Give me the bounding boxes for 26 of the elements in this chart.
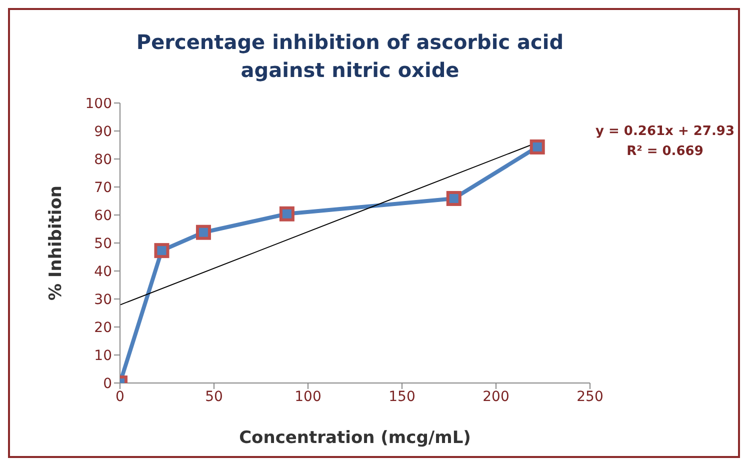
point [530, 139, 545, 154]
point [196, 224, 211, 240]
y-tick-label: 20 [94, 320, 112, 336]
y-tick-label: 30 [94, 292, 112, 308]
point [279, 206, 294, 222]
text: y = 0.261x + 27.93 [594, 123, 736, 141]
x-tick-label: 0 [116, 388, 124, 405]
x-tick-label: 50 [205, 388, 223, 405]
x-tick-label: 250 [576, 388, 604, 405]
chart-title: Percentage inhibition of ascorbic acid against nitric oxide [135, 29, 565, 84]
x-axis-title: Concentration (mcg/mL) [239, 428, 471, 448]
y-tick-label: 90 [94, 124, 112, 140]
y-tick-label: 40 [94, 264, 112, 280]
y-axis-title: % Inhibition [46, 185, 66, 301]
y-tick-label: 70 [94, 180, 112, 196]
x-tick-label: 100 [294, 388, 322, 405]
x-tick-label: 200 [482, 388, 510, 405]
y-tick-label: 80 [94, 152, 112, 168]
y-tick-label: 60 [94, 208, 112, 224]
point [446, 190, 462, 206]
text: R² = 0.669 [626, 143, 704, 161]
y-tick-label: 10 [94, 348, 112, 364]
x-tick-label: 150 [388, 388, 416, 405]
y-tick-label: 0 [103, 376, 112, 392]
point [154, 243, 170, 258]
y-tick-label: 50 [94, 236, 112, 252]
